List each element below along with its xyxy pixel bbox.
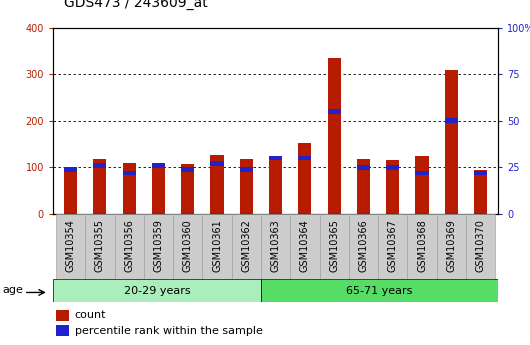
Bar bbox=[416, 156, 429, 214]
Bar bbox=[416, 170, 429, 175]
Bar bbox=[269, 156, 282, 160]
Bar bbox=[93, 159, 107, 214]
Bar bbox=[437, 214, 466, 279]
Text: GDS473 / 243609_at: GDS473 / 243609_at bbox=[64, 0, 207, 10]
Bar bbox=[386, 165, 399, 170]
Bar bbox=[122, 170, 136, 175]
Text: GSM10367: GSM10367 bbox=[388, 219, 398, 272]
Bar bbox=[152, 163, 165, 168]
Bar bbox=[408, 214, 437, 279]
Bar bbox=[378, 214, 408, 279]
Text: GSM10360: GSM10360 bbox=[183, 219, 193, 272]
Text: GSM10368: GSM10368 bbox=[417, 219, 427, 272]
Bar bbox=[298, 143, 312, 214]
Text: GSM10366: GSM10366 bbox=[358, 219, 368, 272]
Text: GSM10369: GSM10369 bbox=[446, 219, 456, 272]
Bar bbox=[261, 279, 498, 302]
Text: percentile rank within the sample: percentile rank within the sample bbox=[75, 326, 263, 336]
Bar bbox=[298, 156, 312, 160]
Text: GSM10359: GSM10359 bbox=[154, 219, 163, 272]
Bar bbox=[320, 214, 349, 279]
Bar bbox=[181, 164, 195, 214]
Bar bbox=[144, 214, 173, 279]
Bar bbox=[202, 214, 232, 279]
Bar bbox=[56, 325, 68, 336]
Bar bbox=[122, 162, 136, 214]
Text: GSM10370: GSM10370 bbox=[475, 219, 485, 272]
Bar bbox=[357, 165, 370, 170]
Text: 20-29 years: 20-29 years bbox=[123, 286, 190, 296]
Bar bbox=[93, 163, 107, 168]
Bar bbox=[474, 170, 487, 175]
Bar bbox=[64, 167, 77, 171]
Bar bbox=[210, 155, 224, 214]
Bar bbox=[114, 214, 144, 279]
Bar bbox=[349, 214, 378, 279]
Bar bbox=[173, 214, 202, 279]
Bar bbox=[56, 214, 85, 279]
Text: GSM10365: GSM10365 bbox=[329, 219, 339, 272]
Text: 65-71 years: 65-71 years bbox=[347, 286, 413, 296]
Bar bbox=[445, 69, 458, 214]
Bar bbox=[64, 169, 77, 214]
Bar bbox=[474, 170, 487, 214]
Text: age: age bbox=[3, 285, 23, 295]
Bar bbox=[152, 167, 165, 214]
Text: GSM10362: GSM10362 bbox=[241, 219, 251, 272]
Bar bbox=[240, 167, 253, 171]
Text: GSM10361: GSM10361 bbox=[212, 219, 222, 272]
Text: GSM10355: GSM10355 bbox=[95, 219, 105, 272]
Bar bbox=[261, 214, 290, 279]
Bar bbox=[269, 156, 282, 214]
Bar bbox=[85, 214, 114, 279]
Text: GSM10364: GSM10364 bbox=[300, 219, 310, 272]
Bar bbox=[181, 167, 195, 171]
Bar bbox=[466, 214, 495, 279]
Text: GSM10356: GSM10356 bbox=[124, 219, 134, 272]
Bar bbox=[328, 58, 341, 214]
Bar bbox=[56, 309, 68, 321]
Bar bbox=[445, 118, 458, 123]
Bar bbox=[386, 160, 399, 214]
Text: count: count bbox=[75, 310, 107, 320]
Bar bbox=[328, 109, 341, 114]
Text: GSM10363: GSM10363 bbox=[271, 219, 280, 272]
Text: GSM10354: GSM10354 bbox=[66, 219, 76, 272]
Bar bbox=[53, 279, 261, 302]
Bar bbox=[232, 214, 261, 279]
Bar bbox=[210, 161, 224, 166]
Bar bbox=[240, 159, 253, 214]
Bar bbox=[290, 214, 320, 279]
Bar bbox=[357, 159, 370, 214]
